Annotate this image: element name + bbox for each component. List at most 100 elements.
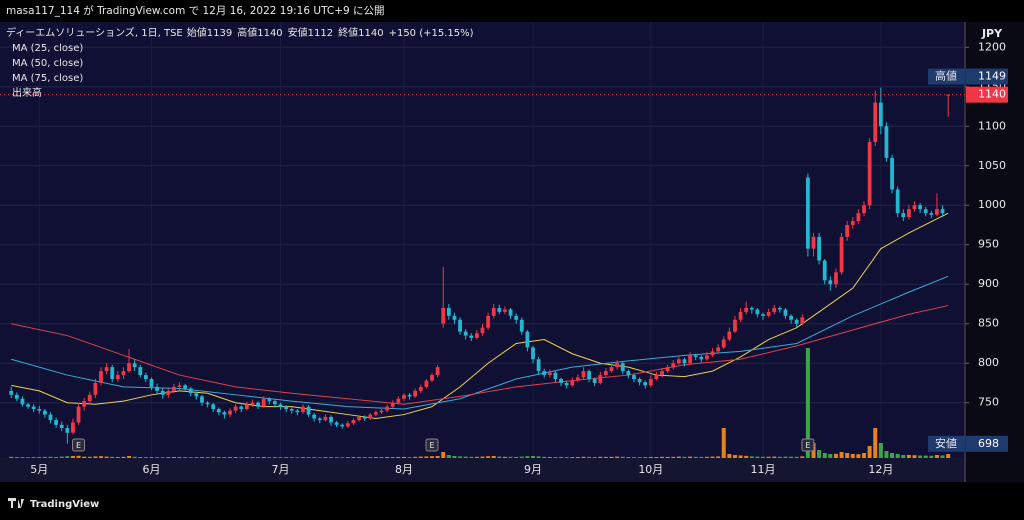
candle-body: [37, 409, 42, 411]
volume-bar: [946, 454, 951, 458]
candle-body: [632, 375, 636, 380]
volume-bar: [121, 456, 126, 458]
candle-body: [143, 375, 148, 380]
volume-bar: [390, 457, 395, 458]
y-tick-label: 1050: [978, 159, 1006, 172]
volume-bar: [127, 456, 132, 458]
volume-bar: [497, 456, 502, 458]
candle-body: [514, 315, 519, 320]
volume-bar: [699, 456, 704, 458]
volume-bar: [598, 456, 603, 458]
candle-body: [441, 307, 446, 324]
candle-body: [547, 372, 552, 376]
candle-body: [867, 142, 872, 206]
candle-body: [329, 416, 333, 423]
candle-body: [581, 371, 586, 378]
volume-bar: [362, 457, 367, 458]
candle-body: [205, 402, 210, 405]
brand: TradingView: [8, 498, 99, 510]
candle-body: [733, 319, 737, 332]
volume-bar: [329, 457, 334, 458]
candle-body: [575, 377, 580, 381]
volume-bar: [906, 455, 911, 458]
volume-bar: [693, 456, 698, 458]
volume-bar: [676, 456, 681, 458]
volume-bar: [76, 455, 81, 458]
candle-body: [491, 307, 496, 316]
volume-bar: [239, 457, 244, 458]
candle-body: [626, 371, 631, 376]
price-label-box: [928, 435, 965, 452]
candle-body: [99, 371, 103, 383]
volume-bar: [70, 456, 75, 458]
volume-bar: [486, 456, 491, 458]
volume-bar: [671, 456, 676, 458]
ohlc-label: 安値: [288, 26, 308, 39]
volume-bar: [351, 457, 356, 458]
legend-entry: 出来高: [12, 86, 42, 99]
candle-body: [772, 307, 777, 312]
candle-body: [138, 367, 143, 376]
volume-bar: [918, 455, 923, 458]
candle-body: [716, 347, 721, 352]
candle-body: [188, 388, 193, 394]
candle-body: [592, 379, 597, 383]
price-value: 1140: [978, 88, 1006, 101]
price-value: 698: [978, 437, 999, 450]
y-tick-label: 850: [978, 317, 999, 330]
candle-body: [806, 177, 810, 249]
volume-bar: [452, 456, 457, 458]
volume-bar: [312, 457, 317, 458]
volume-bar: [850, 454, 855, 458]
candle-body: [850, 221, 855, 225]
candle-body: [93, 382, 98, 395]
candle-body: [278, 404, 283, 407]
volume-bar: [98, 456, 103, 458]
candle-body: [334, 422, 339, 425]
volume-bar: [183, 457, 188, 458]
volume-bar: [469, 456, 474, 458]
y-tick-label: 950: [978, 238, 999, 251]
volume-bar: [435, 456, 440, 458]
x-tick-label: 12月: [868, 463, 893, 476]
candle-body: [256, 402, 260, 407]
legend-entry: MA (75, close): [12, 73, 83, 84]
candle-body: [895, 189, 900, 214]
volume-bar: [31, 457, 36, 458]
candle-body: [654, 375, 659, 380]
candle-body: [469, 335, 474, 338]
earnings-label: E: [429, 441, 434, 450]
volume-bar: [738, 455, 743, 458]
candle-body: [211, 404, 216, 410]
candle-body: [357, 416, 361, 421]
volume-bar: [385, 457, 390, 458]
candle-body: [671, 363, 676, 368]
candle-body: [862, 205, 866, 214]
volume-bar: [940, 455, 945, 458]
earnings-label: E: [76, 441, 81, 450]
candle-body: [744, 307, 749, 312]
volume-bar: [205, 457, 210, 458]
candle-body: [794, 319, 799, 324]
volume-bar: [800, 456, 805, 458]
volume-bar: [115, 457, 120, 458]
candle-body: [486, 315, 491, 328]
candle-body: [839, 236, 844, 273]
candle-body: [368, 414, 373, 419]
volume-bar: [890, 453, 895, 458]
volume-bar: [300, 457, 305, 458]
candle-body: [396, 398, 401, 403]
earnings-box: [801, 438, 815, 452]
published: masa117_114 が TradingView.com で 12月 16, …: [6, 4, 385, 17]
volume-bar: [233, 457, 238, 458]
volume-bar: [631, 457, 636, 458]
volume-bar: [615, 456, 620, 458]
candle-body: [228, 410, 232, 415]
volume-bar: [581, 456, 586, 458]
currency: JPY: [981, 27, 1003, 40]
ohlc-label: 終値: [338, 26, 358, 39]
candle-body: [935, 209, 939, 215]
candle-body: [155, 386, 159, 391]
candle-body: [458, 319, 462, 332]
volume-bar: [188, 457, 193, 458]
